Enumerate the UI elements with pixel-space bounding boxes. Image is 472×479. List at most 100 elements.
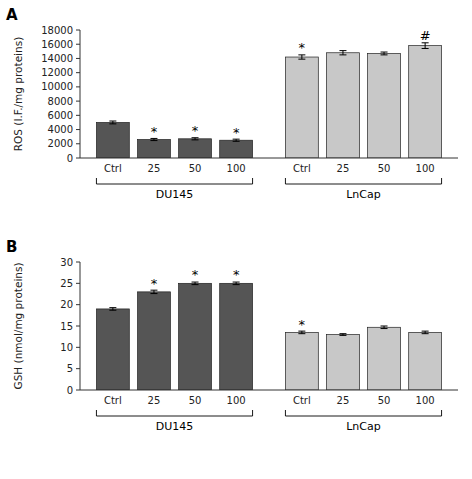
y-tick-label: 10 xyxy=(60,342,73,353)
error-cap xyxy=(109,121,116,122)
y-tick xyxy=(76,44,80,45)
bar xyxy=(409,332,442,390)
error-cap xyxy=(381,54,388,55)
y-tick-label: 8000 xyxy=(48,96,73,107)
bar xyxy=(138,140,171,158)
figure: 0200040006000800010000120001400016000180… xyxy=(0,0,472,479)
bar xyxy=(368,327,401,390)
error-cap xyxy=(233,141,240,142)
error-bar xyxy=(109,121,116,124)
annotation: * xyxy=(299,40,306,55)
bar xyxy=(368,53,401,158)
y-tick xyxy=(76,86,80,87)
error-bar xyxy=(339,334,346,336)
bracket-line xyxy=(285,410,441,416)
x-tick-label: 50 xyxy=(189,163,202,174)
y-axis-label: GSH (nmol/mg proteins) xyxy=(12,262,24,389)
annotation: * xyxy=(299,317,306,332)
bar xyxy=(179,139,212,158)
y-tick-label: 12000 xyxy=(41,67,73,78)
error-line xyxy=(153,290,154,293)
annotation: * xyxy=(151,124,158,139)
annotation: * xyxy=(233,125,240,140)
y-tick-label: 20 xyxy=(60,299,73,310)
error-cap xyxy=(339,333,346,334)
annotation: * xyxy=(192,123,199,138)
y-tick xyxy=(76,30,80,31)
y-tick xyxy=(76,101,80,102)
bar xyxy=(220,283,253,390)
y-tick-label: 18000 xyxy=(41,25,73,36)
x-tick-label: 25 xyxy=(148,395,161,406)
x-tick-label: 50 xyxy=(189,395,202,406)
y-tick-label: 25 xyxy=(60,278,73,289)
y-tick xyxy=(76,347,80,348)
error-cap xyxy=(109,307,116,308)
bars xyxy=(96,282,441,390)
y-tick-label: 16000 xyxy=(41,39,73,50)
group-label: LnCap xyxy=(346,420,381,433)
error-bar xyxy=(381,52,388,55)
x-tick-label: Ctrl xyxy=(104,395,122,406)
error-cap xyxy=(422,333,429,334)
bar xyxy=(138,292,171,390)
error-bar xyxy=(381,326,388,329)
group-label: DU145 xyxy=(156,420,194,433)
bar xyxy=(409,46,442,158)
error-line xyxy=(301,55,302,59)
y-tick xyxy=(76,158,80,159)
error-bar xyxy=(339,51,346,55)
x-tick-label: 50 xyxy=(378,163,391,174)
y-tick-label: 2000 xyxy=(48,138,73,149)
x-tick-label: 50 xyxy=(378,395,391,406)
group-bracket xyxy=(285,410,441,416)
y-tick-label: 5 xyxy=(67,363,73,374)
error-cap xyxy=(422,48,429,49)
y-tick-label: 30 xyxy=(60,257,73,268)
y-tick xyxy=(76,368,80,369)
error-cap xyxy=(381,326,388,327)
bar xyxy=(327,53,360,158)
bar xyxy=(179,283,212,390)
error-cap xyxy=(233,284,240,285)
y-tick xyxy=(76,283,80,284)
y-tick xyxy=(76,129,80,130)
y-tick xyxy=(76,143,80,144)
y-tick-label: 14000 xyxy=(41,53,73,64)
annotation: * xyxy=(233,267,240,282)
group-label: DU145 xyxy=(156,188,194,201)
x-tick-label: 25 xyxy=(337,163,350,174)
error-bar xyxy=(422,43,429,49)
error-cap xyxy=(150,140,157,141)
bar xyxy=(285,57,318,158)
x-tick-label: Ctrl xyxy=(293,163,311,174)
panel-title: A xyxy=(6,6,18,24)
group-bracket xyxy=(285,178,441,184)
error-cap xyxy=(298,333,305,334)
panel: 0200040006000800010000120001400016000180… xyxy=(6,6,458,201)
x-tick-label: Ctrl xyxy=(293,395,311,406)
y-tick-label: 0 xyxy=(67,153,73,164)
y-axis-line xyxy=(80,30,81,158)
error-line xyxy=(342,51,343,55)
error-cap xyxy=(109,310,116,311)
bars xyxy=(96,43,441,158)
x-axis-line xyxy=(80,158,458,159)
x-tick-label: 25 xyxy=(148,163,161,174)
y-tick xyxy=(76,390,80,391)
error-cap xyxy=(339,50,346,51)
annotation: * xyxy=(151,276,158,291)
error-cap xyxy=(298,59,305,60)
error-cap xyxy=(192,139,199,140)
x-tick-label: Ctrl xyxy=(104,163,122,174)
y-tick-label: 0 xyxy=(67,385,73,396)
bar xyxy=(220,140,253,158)
x-axis-line xyxy=(80,390,458,391)
annotation: # xyxy=(420,28,431,43)
error-cap xyxy=(339,54,346,55)
y-tick-label: 15 xyxy=(60,321,73,332)
y-tick xyxy=(76,115,80,116)
annotation: * xyxy=(192,267,199,282)
error-bar xyxy=(109,308,116,311)
y-axis-label: ROS (I.F./mg proteins) xyxy=(12,37,24,151)
